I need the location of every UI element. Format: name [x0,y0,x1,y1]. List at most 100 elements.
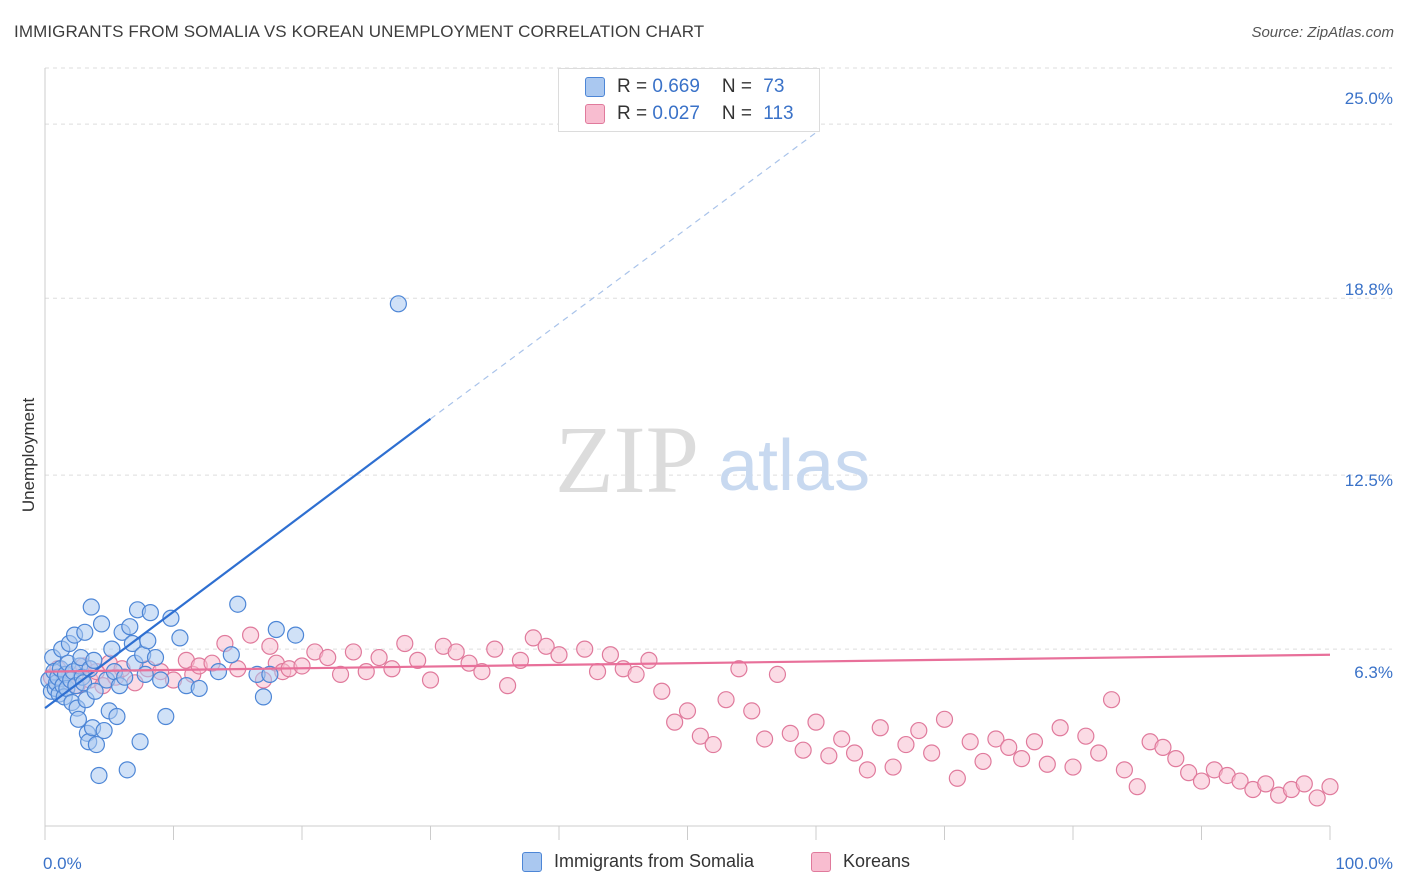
somalia-point [136,665,154,684]
somalia-point [162,609,180,627]
korean-point [1115,761,1134,779]
korean-point [370,648,388,667]
somalia-point [69,710,88,728]
somalia-trend-extension [430,132,817,420]
korean-point [1308,789,1326,807]
korean-point [1038,755,1056,773]
korean-point [1077,727,1095,745]
legend-swatch-blue [585,77,605,97]
korean-point [242,626,260,644]
korean-point [576,640,594,658]
korean-point [691,727,709,745]
koreans-trend-line [44,653,1331,673]
korean-point [1192,772,1211,790]
korean-point [1102,691,1121,709]
korean-point [1012,750,1031,768]
bottom-legend-somalia: Immigrants from Somalia [522,851,754,872]
somalia-point [86,682,104,700]
legend-n-value: 113 [763,103,794,124]
somalia-point [87,735,106,754]
korean-point [884,758,902,776]
korean-point [1090,744,1108,762]
korean-point [499,677,517,695]
korean-point [396,634,414,653]
somalia-point [95,721,113,740]
korean-point [1295,775,1313,793]
somalia-point [267,620,285,639]
somalia-point [152,671,170,689]
legend-n-label: N = [721,103,758,124]
somalia-point [286,626,305,644]
korean-point [730,660,748,678]
somalia-point [222,646,240,664]
korean-point [897,735,915,754]
chart-title: IMMIGRANTS FROM SOMALIA VS KOREAN UNEMPL… [14,22,705,41]
somalia-point [146,648,165,667]
somalia-point [82,598,100,616]
korean-point [1000,738,1018,756]
korean-point [588,662,607,681]
korean-point [871,719,889,737]
trend-lines [44,132,1331,709]
bottom-legend: Immigrants from Somalia Koreans [0,851,1406,877]
somalia-point [229,595,247,613]
bottom-legend-label-koreans: Koreans [843,851,911,871]
legend-r-value: 0.669 [652,76,700,97]
korean-point [447,643,465,661]
korean-point [923,744,941,762]
korean-point [794,741,812,759]
y-tick-6-3: 6.3% [1354,663,1393,682]
somalia-points [40,295,407,785]
somalia-point [74,674,93,692]
somalia-point [141,604,159,622]
korean-point [1025,733,1044,751]
korean-point [743,702,761,720]
y-tick-18-8: 18.8% [1345,280,1393,299]
korean-point [961,733,979,751]
y-axis-label: Unemployment [19,398,38,513]
korean-point [486,640,504,658]
somalia-point [76,623,94,641]
somalia-point [157,707,175,726]
somalia-point [85,651,103,669]
y-tick-labels: 25.0% 18.8% 12.5% 6.3% [1345,89,1393,682]
korean-point [807,713,825,731]
legend-r-value: 0.027 [652,103,700,124]
korean-point [666,713,684,731]
korean-point [421,671,440,689]
legend: R = 0.669 N = 73 R = 0.027 N = 113 [558,68,820,132]
x-tick-0: 0.0% [43,854,82,873]
bottom-legend-label-somalia: Immigrants from Somalia [554,851,755,871]
korean-point [987,730,1005,748]
korean-point [781,724,799,742]
korean-point [755,730,774,748]
y-tick-25: 25.0% [1345,89,1393,108]
somalia-point [190,679,208,698]
legend-r-label: R = [617,76,653,97]
korean-point [768,665,787,684]
somalia-point [116,668,134,686]
legend-swatch-pink [585,104,605,124]
legend-row-koreans: R = 0.027 N = 113 [585,101,794,127]
legend-n-label: N = [721,76,758,97]
somalia-point [139,632,157,650]
legend-row-somalia: R = 0.669 N = 73 [585,74,784,100]
somalia-point [209,662,228,681]
korean-point [948,769,966,787]
korean-point [261,637,279,655]
korean-point [1257,775,1275,793]
korean-point [1231,772,1249,790]
source-label: Source: ZipAtlas.com [1251,24,1394,41]
korean-point [910,721,928,740]
bottom-legend-swatch-blue [522,851,542,872]
korean-point [319,648,337,667]
korean-point [344,643,362,661]
grid-lines [45,67,1392,650]
korean-point [678,702,697,720]
korean-point [1051,719,1069,737]
korean-point [820,747,838,765]
somalia-point [131,733,149,751]
korean-point [704,735,722,754]
bottom-legend-koreans: Koreans [811,851,910,872]
